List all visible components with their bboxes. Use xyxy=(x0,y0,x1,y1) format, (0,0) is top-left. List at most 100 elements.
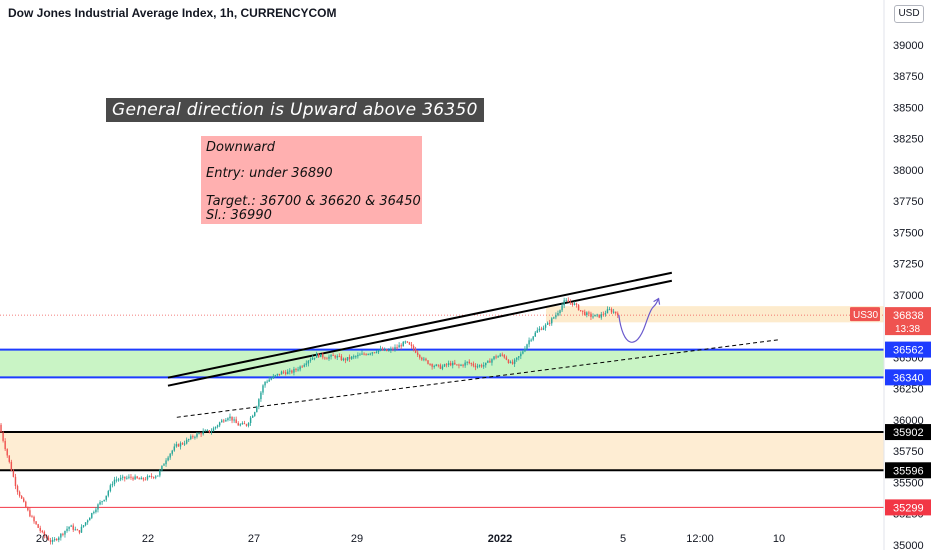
candle xyxy=(617,313,619,316)
candle xyxy=(229,416,231,419)
candle xyxy=(414,349,417,353)
candle xyxy=(520,353,522,357)
candle xyxy=(8,455,11,462)
candle xyxy=(132,477,134,480)
candle xyxy=(346,357,349,361)
candle xyxy=(241,423,244,425)
candle xyxy=(328,356,330,359)
y-tick-label: 37750 xyxy=(893,196,924,208)
candle xyxy=(200,433,202,435)
price-level-tag xyxy=(885,462,931,479)
candle xyxy=(340,356,343,361)
candle xyxy=(66,528,68,531)
note-direction: Downward xyxy=(206,140,276,155)
candle xyxy=(86,520,89,523)
candle xyxy=(429,363,431,365)
y-tick-label: 38500 xyxy=(893,102,924,114)
candle xyxy=(254,412,256,416)
price-level-label: 36340 xyxy=(893,372,924,384)
candle xyxy=(355,356,357,358)
candle xyxy=(105,495,107,500)
candle xyxy=(511,361,514,364)
candle xyxy=(303,364,305,367)
candle xyxy=(256,406,258,413)
y-tick-label: 36250 xyxy=(893,384,924,396)
candle xyxy=(464,362,466,366)
candle xyxy=(18,491,21,496)
candle xyxy=(363,353,365,355)
candle xyxy=(474,365,477,368)
candle xyxy=(563,300,565,306)
y-tick-label: 36000 xyxy=(893,415,924,427)
candle xyxy=(458,364,460,366)
currency-button[interactable]: USD xyxy=(894,5,924,23)
symbol-label: US30 xyxy=(853,310,878,321)
candle xyxy=(128,476,130,478)
candle xyxy=(499,354,501,357)
price-level-tag xyxy=(885,499,931,516)
candle xyxy=(353,356,355,358)
candle xyxy=(130,476,132,478)
price-level-label: 36562 xyxy=(893,345,924,357)
candle xyxy=(175,444,178,447)
candle xyxy=(361,353,363,355)
candle xyxy=(532,336,534,340)
candle xyxy=(284,372,287,375)
candle xyxy=(134,476,136,480)
candle xyxy=(198,433,200,435)
candle xyxy=(0,424,2,433)
direction-banner[interactable]: General direction is Upward above 36350 xyxy=(106,98,484,122)
candle xyxy=(528,340,530,345)
candle xyxy=(266,381,268,383)
candle xyxy=(163,464,165,466)
candle xyxy=(478,365,481,367)
candle xyxy=(408,342,411,345)
candle xyxy=(109,485,112,492)
candle xyxy=(47,537,50,541)
upper-trendline xyxy=(167,279,673,387)
candle xyxy=(557,313,559,316)
candle xyxy=(515,357,518,360)
candle xyxy=(468,361,470,364)
candle xyxy=(416,352,419,355)
candle xyxy=(152,476,155,478)
candle xyxy=(538,328,541,331)
x-tick-label: 5 xyxy=(620,533,626,545)
candle xyxy=(487,360,489,363)
candle xyxy=(404,341,407,343)
candle xyxy=(239,424,242,426)
candle xyxy=(171,450,173,454)
candle xyxy=(45,535,48,538)
candle xyxy=(97,504,99,510)
candle xyxy=(185,439,188,444)
candle xyxy=(16,486,19,492)
candle xyxy=(146,476,149,480)
candle xyxy=(518,356,520,358)
candle xyxy=(493,356,495,360)
candle xyxy=(503,354,506,358)
candle xyxy=(462,364,464,366)
candle xyxy=(51,539,54,542)
candle xyxy=(31,516,33,518)
candle xyxy=(555,315,557,318)
y-tick-label: 37500 xyxy=(893,227,924,239)
candle xyxy=(39,527,41,531)
trade-note[interactable]: Downward Entry: under 36890 Target.: 367… xyxy=(201,136,422,224)
candle xyxy=(33,516,35,522)
candle xyxy=(208,430,211,433)
last-price-label: 36838 xyxy=(893,310,924,322)
candle xyxy=(221,420,223,423)
candle xyxy=(383,349,386,351)
price-level-label: 35596 xyxy=(893,465,924,477)
candle xyxy=(150,475,153,477)
projection-curve xyxy=(618,298,660,343)
candle xyxy=(522,351,524,354)
candle xyxy=(293,368,295,373)
candle xyxy=(101,501,103,503)
candle xyxy=(324,357,326,359)
candle xyxy=(192,436,194,438)
candle xyxy=(111,484,114,486)
candle xyxy=(194,436,196,438)
